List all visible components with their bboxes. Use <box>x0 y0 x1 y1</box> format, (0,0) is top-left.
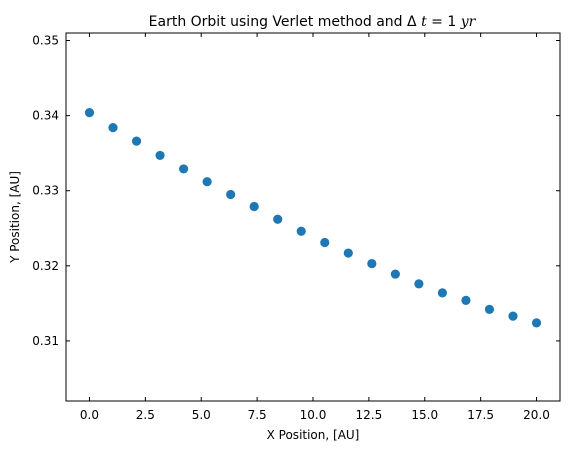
data-point <box>273 214 283 224</box>
y-tick-label: 0.33 <box>32 184 59 198</box>
y-tick-label: 0.34 <box>32 109 59 123</box>
data-point <box>367 258 377 269</box>
y-axis-label: Y Position, [AU] <box>8 171 22 264</box>
x-tick-label: 5.0 <box>192 408 211 422</box>
data-point <box>108 123 118 133</box>
x-tick-label: 0.0 <box>80 408 99 422</box>
data-point <box>390 269 400 279</box>
chart-title-unit: yr <box>460 14 477 30</box>
x-tick-label: 17.5 <box>467 408 494 422</box>
data-point <box>155 150 165 161</box>
x-tick-label: 2.5 <box>136 408 155 422</box>
data-point <box>296 226 306 236</box>
data-point <box>531 318 542 328</box>
data-point <box>414 279 424 289</box>
data-point <box>84 108 95 118</box>
x-tick-label: 10.0 <box>300 408 327 422</box>
chart-title-text: Earth Orbit using Verlet method and <box>149 14 403 30</box>
data-points <box>84 108 542 328</box>
data-point <box>178 164 189 174</box>
data-point <box>508 311 518 321</box>
chart-title: Earth Orbit using Verlet method and Δ t … <box>149 14 477 30</box>
y-tick-label: 0.35 <box>32 34 59 48</box>
data-point <box>343 248 353 258</box>
x-tick-label: 12.5 <box>356 408 383 422</box>
data-point <box>461 295 471 305</box>
data-point <box>202 177 212 187</box>
chart-title-delta: Δ <box>407 14 417 30</box>
x-tick-label: 7.5 <box>248 408 267 422</box>
axis-ticks: 0.0 2.5 5.0 7.5 10.0 12.5 15.0 17.5 20.0 0.31 0.32… <box>32 33 560 422</box>
x-tick-label: 15.0 <box>411 408 438 422</box>
y-tick-label: 0.32 <box>32 259 59 273</box>
data-point <box>484 304 495 314</box>
data-point <box>437 288 448 298</box>
y-tick-label: 0.31 <box>32 334 59 348</box>
data-point <box>131 136 142 146</box>
data-point <box>226 189 236 200</box>
chart-title-equals: = <box>431 14 447 30</box>
chart-title-value: 1 <box>447 14 456 30</box>
data-point <box>320 237 330 248</box>
x-axis-label: X Position, [AU] <box>267 428 360 442</box>
x-tick-label: 20.0 <box>523 408 550 422</box>
chart-title-var: t <box>421 14 427 30</box>
plot-frame <box>65 32 561 402</box>
data-point <box>249 201 259 212</box>
